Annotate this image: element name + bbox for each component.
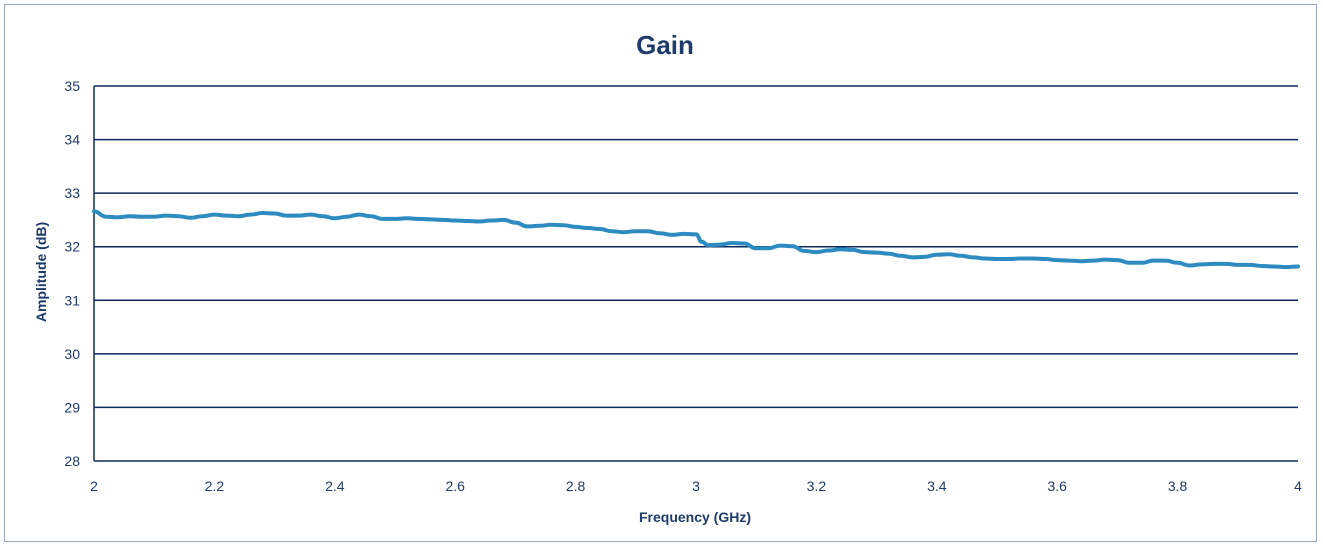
y-tick-label: 35 — [64, 78, 80, 94]
x-tick-label: 3.2 — [807, 478, 827, 494]
y-tick-label: 32 — [64, 239, 80, 255]
x-tick-label: 2.8 — [566, 478, 586, 494]
y-tick-labels: 28 29 30 31 32 33 34 35 — [64, 78, 80, 469]
x-tick-label: 2.2 — [205, 478, 225, 494]
y-axis-label: Amplitude (dB) — [33, 222, 49, 322]
x-tick-label: 3.4 — [927, 478, 947, 494]
x-tick-label: 2.6 — [445, 478, 465, 494]
y-tick-label: 33 — [64, 185, 80, 201]
chart-frame — [4, 4, 1317, 542]
x-tick-label: 2.4 — [325, 478, 345, 494]
y-tick-label: 28 — [64, 453, 80, 469]
series-layer — [92, 209, 1300, 270]
gridlines — [94, 85, 1298, 462]
y-tick-label: 34 — [64, 132, 80, 148]
x-tick-label: 3.8 — [1168, 478, 1188, 494]
series-line-0 — [92, 209, 1300, 270]
x-axis-label: Frequency (GHz) — [639, 509, 751, 525]
x-tick-labels: 2 2.2 2.4 2.6 2.8 3 3.2 3.4 3.6 3.8 4 — [90, 478, 1302, 494]
chart-title: Gain — [636, 30, 694, 60]
x-tick-label: 2 — [90, 478, 98, 494]
y-tick-label: 29 — [64, 399, 80, 415]
y-tick-label: 30 — [64, 346, 80, 362]
x-tick-label: 3 — [692, 478, 700, 494]
x-tick-label: 3.6 — [1047, 478, 1067, 494]
y-tick-label: 31 — [64, 292, 80, 308]
x-tick-label: 4 — [1294, 478, 1302, 494]
